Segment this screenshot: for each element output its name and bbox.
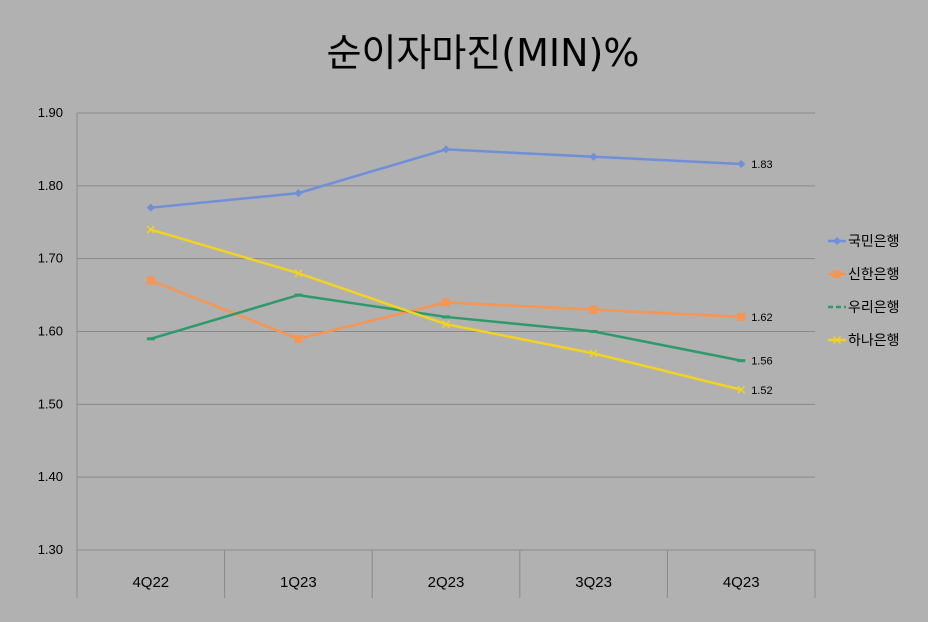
series-1-point <box>442 298 450 307</box>
legend-label: 국민은행 <box>848 234 900 250</box>
series-0-point <box>737 159 746 168</box>
chart-title: 순이자마진(MIN)% <box>327 31 640 75</box>
series-1-point <box>146 276 155 285</box>
x-tick-label: 4Q23 <box>723 574 760 591</box>
legend-item: 신한은행 <box>828 267 900 283</box>
y-tick-label: 1.90 <box>38 105 63 120</box>
y-tick-label: 1.30 <box>38 542 63 557</box>
x-tick-label: 4Q22 <box>132 574 169 591</box>
series-line-1 <box>150 279 742 341</box>
legend-label: 하나은행 <box>848 333 900 349</box>
series-3-point <box>441 320 451 329</box>
series-0-point <box>442 145 450 154</box>
axes: 1.90 1.80 1.70 1.60 1.50 1.40 1.30 4Q22 1Q23 2Q23… <box>38 105 816 598</box>
legend-label: 신한은행 <box>848 267 900 283</box>
series-1-point <box>294 334 303 343</box>
series-1-point <box>589 305 598 314</box>
gridlines <box>77 112 815 551</box>
series-0-point <box>589 152 598 161</box>
series-3-point <box>737 385 746 394</box>
series-3-point <box>146 225 155 234</box>
data-label: 1.56 <box>751 356 772 368</box>
y-tick-label: 1.70 <box>38 251 63 266</box>
data-labels: 1.83 1.62 1.56 1.52 <box>751 159 772 397</box>
data-label: 1.52 <box>751 385 772 397</box>
legend-marker <box>833 237 841 245</box>
legend-item: 국민은행 <box>828 234 900 250</box>
series-3-point <box>589 349 598 358</box>
series-0-point <box>294 189 303 198</box>
legend-label: 우리은행 <box>848 300 900 316</box>
series-3-point <box>294 269 303 278</box>
legend-marker <box>832 335 842 345</box>
x-tick-label: 3Q23 <box>575 574 612 591</box>
x-tick-label: 2Q23 <box>428 574 465 591</box>
series-1-point <box>737 312 746 321</box>
x-tick-label: 1Q23 <box>280 574 317 591</box>
legend-item: 하나은행 <box>828 333 900 349</box>
y-tick-label: 1.40 <box>38 469 63 484</box>
series-lines <box>146 145 746 394</box>
legend-marker <box>833 270 841 278</box>
series-line-3 <box>150 228 742 391</box>
y-tick-label: 1.60 <box>38 324 63 339</box>
y-tick-label: 1.80 <box>38 178 63 193</box>
series-0-point <box>146 203 155 212</box>
data-label: 1.62 <box>751 312 772 324</box>
y-tick-label: 1.50 <box>38 396 63 411</box>
legend-item: 우리은행 <box>828 300 900 316</box>
data-label: 1.83 <box>751 159 772 171</box>
series-line-0 <box>150 148 742 209</box>
